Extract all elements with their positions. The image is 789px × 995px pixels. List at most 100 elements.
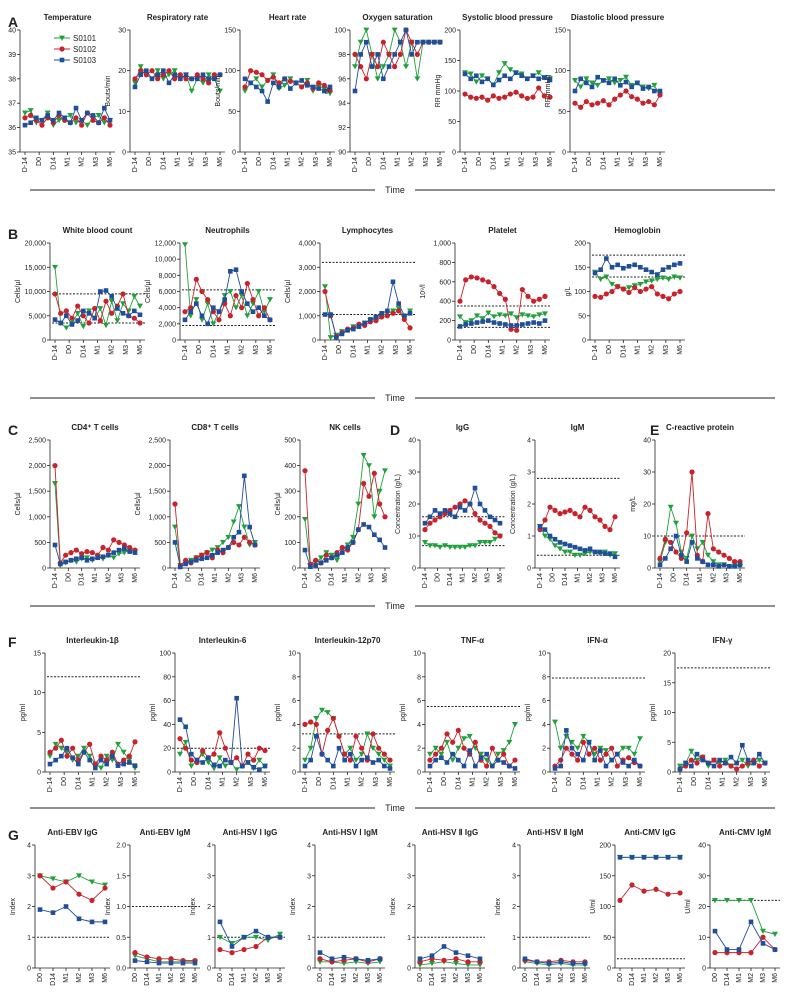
- data-point-s0101: [209, 547, 216, 553]
- y-tick-label: 0: [562, 150, 566, 157]
- data-point-s0103: [552, 536, 558, 542]
- data-point-s0103: [457, 504, 463, 510]
- data-point-s0103: [115, 763, 121, 768]
- series-line-s0103: [304, 734, 391, 769]
- data-point-s0101: [205, 760, 212, 766]
- y-tick-label: 400: [439, 299, 451, 306]
- series-line-s0102: [539, 506, 616, 531]
- data-point-s0103: [115, 306, 120, 311]
- x-tick-label: D-14: [302, 573, 309, 588]
- x-tick-label: D-14: [52, 573, 59, 588]
- data-point-s0103: [206, 76, 211, 82]
- x-tick-label: M3: [123, 345, 130, 355]
- y-tick-label: 150: [574, 265, 586, 272]
- data-point-s0103: [194, 757, 200, 763]
- data-point-s0103: [342, 757, 347, 763]
- data-point-s0103: [582, 961, 588, 966]
- data-point-s0103: [632, 262, 637, 268]
- data-point-s0102: [109, 310, 115, 316]
- data-point-s0103: [479, 79, 485, 85]
- series-line-s0102: [184, 277, 271, 321]
- data-point-s0101: [577, 84, 584, 90]
- series-line-s0103: [184, 269, 271, 325]
- data-point-s0101: [530, 314, 537, 320]
- data-point-s0103: [178, 76, 183, 82]
- data-point-s0102: [84, 549, 90, 555]
- y-tick-label: 200: [574, 241, 586, 248]
- x-tick-label: D14: [600, 157, 607, 170]
- section-label: A: [8, 14, 18, 30]
- data-point-s0103: [407, 311, 413, 316]
- data-point-s0103: [192, 960, 198, 966]
- data-point-s0102: [377, 501, 383, 507]
- chart-panel: Anti-EBV IgG 0 1 2 3 4 Index D0 D14 M1 M2 M3 M6: [10, 828, 110, 986]
- y-tick-label: 4: [542, 722, 546, 729]
- section-label: E: [650, 422, 659, 438]
- data-point-s0103: [501, 760, 506, 765]
- y-tick-label: 0: [452, 150, 456, 157]
- chart-title: IFN-α: [587, 636, 608, 645]
- data-point-s0101: [432, 543, 438, 549]
- data-point-s0103: [740, 742, 745, 748]
- y-axis-label: pg/ml: [150, 704, 157, 722]
- data-point-s0103: [362, 320, 367, 326]
- x-tick-label: D-14: [462, 157, 469, 172]
- data-point-s0101: [492, 536, 498, 542]
- series-line-s0103: [554, 730, 641, 769]
- data-point-s0102: [359, 745, 365, 751]
- data-point-s0103: [621, 265, 626, 271]
- y-tick-label: 2: [512, 904, 516, 911]
- series-line-s0103: [679, 743, 766, 770]
- section-label: D: [390, 422, 400, 438]
- data-point-s0101: [241, 524, 248, 530]
- data-point-s0102: [760, 934, 766, 940]
- data-point-s0103: [109, 294, 114, 299]
- y-tick-label: 30: [643, 470, 651, 477]
- x-tick-label: D0: [617, 973, 624, 982]
- data-point-s0102: [455, 727, 461, 733]
- data-point-s0101: [485, 310, 492, 316]
- series-line-s0101: [244, 73, 331, 94]
- data-point-s0102: [58, 310, 64, 316]
- data-point-s0101: [643, 279, 649, 285]
- data-point-s0103: [663, 556, 668, 561]
- x-tick-label: M2: [514, 345, 521, 355]
- data-point-s0103: [711, 763, 717, 769]
- chart-panel: Hemoglobin 0 50 100 150 200 g/L D-14 D0 D14 M1 M2 M3…: [565, 226, 685, 360]
- data-point-s0103: [106, 552, 111, 558]
- data-point-s0102: [575, 757, 581, 763]
- data-point-s0102: [617, 897, 623, 903]
- data-point-s0103: [220, 547, 226, 553]
- data-point-s0103: [547, 533, 553, 539]
- data-point-s0101: [677, 275, 683, 281]
- x-tick-label: M2: [484, 777, 491, 787]
- data-point-s0103: [461, 763, 467, 769]
- chart-panel: CD8⁺ T cells 0 500 1,000 1,500 2,000 2,500 Cell…: [135, 423, 260, 588]
- data-point-s0101: [259, 84, 265, 90]
- x-tick-label: M3: [665, 973, 672, 983]
- y-tick-label: 1,000: [148, 514, 166, 521]
- data-point-s0103: [328, 312, 333, 317]
- x-tick-label: M3: [203, 157, 210, 167]
- x-tick-label: M2: [453, 973, 460, 983]
- data-point-s0103: [467, 501, 473, 507]
- data-point-s0101: [705, 552, 711, 558]
- data-point-s0102: [657, 555, 663, 562]
- data-point-s0102: [261, 305, 267, 311]
- data-point-s0101: [756, 757, 763, 763]
- series-line-s0103: [134, 69, 221, 88]
- x-tick-label: D0: [61, 777, 68, 786]
- data-point-s0101: [344, 542, 351, 548]
- data-point-s0103: [45, 113, 50, 118]
- y-tick-label: 8,000: [158, 273, 176, 280]
- data-point-s0103: [463, 322, 468, 327]
- data-point-s0103: [341, 954, 347, 960]
- y-tick-label: 10: [33, 690, 41, 697]
- data-point-s0102: [166, 68, 172, 74]
- data-point-s0103: [450, 751, 455, 757]
- y-tick-label: 1,000: [298, 313, 316, 320]
- data-point-s0101: [631, 751, 638, 757]
- data-point-s0103: [635, 80, 640, 86]
- data-point-s0103: [245, 760, 251, 765]
- data-point-s0103: [132, 763, 138, 768]
